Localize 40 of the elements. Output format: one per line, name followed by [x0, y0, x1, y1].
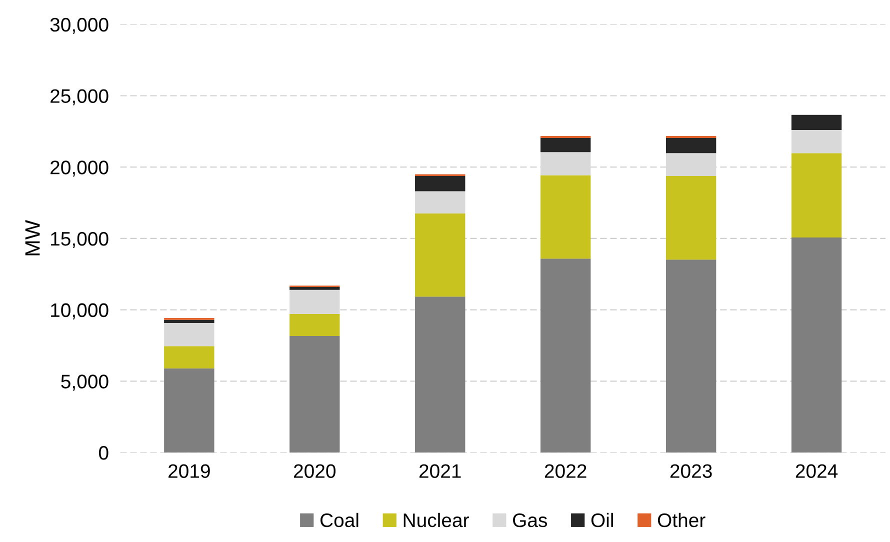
x-tick-label: 2023 [670, 464, 712, 478]
y-tick-label: 20,000 [50, 160, 108, 177]
legend-label: Other [658, 512, 706, 528]
x-tick-label: 2019 [168, 464, 210, 478]
y-tick-label: 30,000 [50, 18, 108, 34]
bar [164, 346, 214, 368]
bar [540, 258, 591, 453]
x-tick-label: 2021 [419, 464, 461, 478]
bar [290, 336, 340, 453]
x-tick-label: 2024 [796, 464, 838, 478]
bar [290, 314, 340, 336]
bar [666, 260, 716, 453]
x-tick-label: 2020 [294, 464, 336, 478]
bar [666, 176, 716, 260]
bar [540, 138, 591, 152]
legend-label: Gas [513, 513, 547, 528]
bar [164, 320, 214, 323]
bar [415, 213, 466, 297]
bar [164, 322, 214, 346]
bar [415, 296, 466, 453]
y-axis-title: MW [25, 220, 40, 256]
y-tick-label: 0 [98, 446, 108, 460]
bar [164, 368, 214, 453]
bar [791, 130, 842, 154]
bar [791, 153, 842, 238]
y-tick-label: 5,000 [61, 374, 108, 391]
bar [666, 138, 716, 154]
y-tick-label: 15,000 [51, 232, 108, 248]
bar [415, 191, 466, 214]
y-tick-label: 25,000 [50, 89, 108, 106]
bar [791, 237, 842, 453]
bar [290, 287, 340, 290]
bar [540, 175, 591, 259]
legend-label: Oil [591, 512, 613, 528]
x-tick-label: 2022 [544, 464, 586, 478]
y-tick-label: 10,000 [51, 303, 108, 320]
legend-label: Nuclear [404, 512, 469, 528]
bar [791, 114, 842, 130]
bar [415, 176, 466, 192]
legend-label: Coal [320, 512, 358, 528]
